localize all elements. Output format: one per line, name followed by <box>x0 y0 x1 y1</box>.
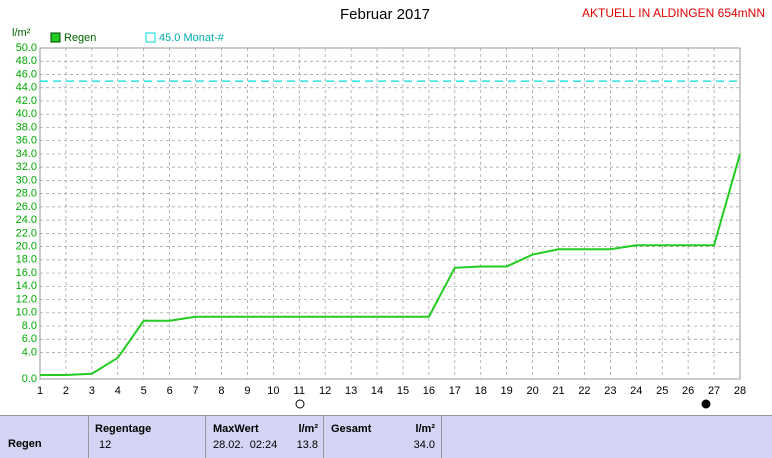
header: Regentage <box>95 423 152 435</box>
y-tick-label: 10.0 <box>16 307 37 319</box>
x-tick-label: 3 <box>89 385 95 397</box>
x-tick-label: 2 <box>63 385 69 397</box>
cell: Gesamt l/m² 34.0 <box>323 416 442 458</box>
header: Gesamt <box>331 423 372 435</box>
y-tick-label: 44.0 <box>16 82 37 94</box>
amount: 13.8 <box>296 439 318 451</box>
x-tick-label: 14 <box>371 385 383 397</box>
x-tick-label: 11 <box>294 385 305 397</box>
x-tick-label: 22 <box>578 385 590 397</box>
x-tick-label: 19 <box>501 385 513 397</box>
x-tick-label: 28 <box>734 385 746 397</box>
y-tick-label: 42.0 <box>16 95 37 107</box>
unit: l/m² <box>298 423 318 435</box>
legend-swatch <box>145 32 156 43</box>
y-tick-label: 12.0 <box>16 293 37 305</box>
cell: Regentage 12 <box>88 416 206 458</box>
y-tick-label: 50.0 <box>16 42 37 54</box>
header: MaxWert <box>213 423 259 435</box>
x-tick-label: 8 <box>218 385 224 397</box>
y-tick-label: 0.0 <box>22 373 37 385</box>
chart: Februar 2017 AKTUELL IN ALDINGEN 654mNN … <box>12 6 765 409</box>
y-tick-label: 18.0 <box>16 254 37 266</box>
legend-label: 45.0 Monat-# <box>159 32 225 44</box>
x-tick-label: 23 <box>604 385 616 397</box>
x-tick-label: 16 <box>423 385 435 397</box>
x-tick-label: 7 <box>192 385 198 397</box>
plot-area <box>39 47 741 380</box>
value: 28.02. 02:24 <box>213 439 278 451</box>
moon-icon <box>701 399 711 409</box>
x-tick-label: 15 <box>397 385 409 397</box>
y-tick-label: 26.0 <box>16 201 37 213</box>
legend-swatch <box>50 32 61 43</box>
subtitle: AKTUELL IN ALDINGEN 654mNN <box>582 6 765 20</box>
y-tick-label: 48.0 <box>16 55 37 67</box>
unit: l/m² <box>415 423 435 435</box>
x-tick-label: 5 <box>141 385 147 397</box>
x-tick-label: 18 <box>475 385 487 397</box>
moon-icon <box>295 399 305 409</box>
cell: MaxWert 28.02. 02:24 l/m² 13.8 <box>205 416 324 458</box>
y-tick-label: 28.0 <box>16 188 37 200</box>
legend-label: Regen <box>64 32 96 44</box>
x-tick-label: 17 <box>449 385 461 397</box>
y-tick-label: 30.0 <box>16 174 37 186</box>
x-tick-label: 12 <box>319 385 331 397</box>
chart-title: Februar 2017 <box>340 6 430 23</box>
y-tick-label: 24.0 <box>16 214 37 226</box>
y-tick-label: 14.0 <box>16 280 37 292</box>
y-tick-label: 4.0 <box>22 346 37 358</box>
x-tick-label: 4 <box>115 385 121 397</box>
y-tick-label: 6.0 <box>22 333 37 345</box>
x-tick-label: 13 <box>345 385 357 397</box>
y-tick-label: 8.0 <box>22 320 37 332</box>
y-axis-label: l/m² <box>12 27 31 39</box>
y-tick-label: 38.0 <box>16 121 37 133</box>
y-tick-label: 46.0 <box>16 68 37 80</box>
data-line <box>40 153 741 377</box>
row-label: Regen <box>8 438 42 450</box>
x-tick-label: 6 <box>167 385 173 397</box>
y-tick-label: 40.0 <box>16 108 37 120</box>
x-tick-label: 20 <box>526 385 538 397</box>
x-tick-label: 25 <box>656 385 668 397</box>
y-tick-label: 34.0 <box>16 148 37 160</box>
y-tick-label: 20.0 <box>16 241 37 253</box>
x-tick-label: 27 <box>708 385 720 397</box>
x-tick-label: 9 <box>244 385 250 397</box>
stats-table: Regen Regentage 12 MaxWert 28.02. 02:24 … <box>0 415 772 458</box>
value: 12 <box>99 439 112 451</box>
x-tick-label: 24 <box>630 385 642 397</box>
y-tick-label: 16.0 <box>16 267 37 279</box>
x-tick-label: 10 <box>267 385 279 397</box>
x-tick-label: 21 <box>552 385 564 397</box>
y-tick-label: 36.0 <box>16 135 37 147</box>
x-tick-label: 1 <box>37 385 43 397</box>
y-tick-label: 32.0 <box>16 161 37 173</box>
amount: 34.0 <box>413 439 435 451</box>
y-tick-label: 22.0 <box>16 227 37 239</box>
x-tick-label: 26 <box>682 385 694 397</box>
